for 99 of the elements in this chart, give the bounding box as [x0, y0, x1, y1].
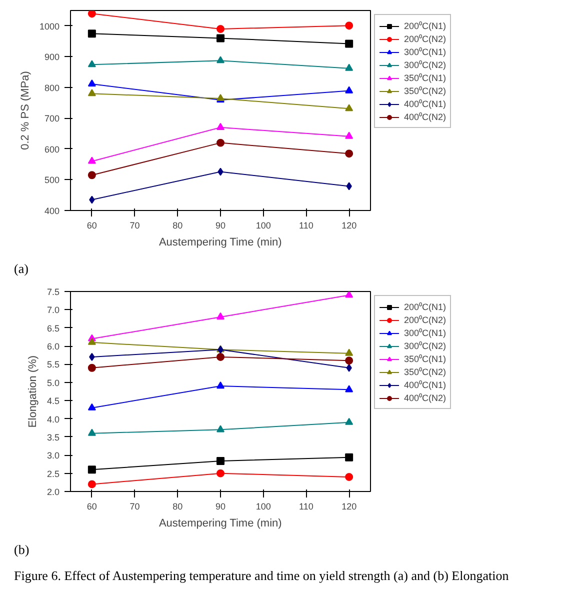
- y-tick-label: 5.5: [46, 360, 60, 370]
- point: [346, 182, 352, 190]
- x-tick-label: 110: [299, 220, 314, 230]
- point: [345, 40, 354, 48]
- point: [345, 348, 354, 356]
- x-tick-label: 80: [172, 502, 183, 512]
- point: [345, 418, 354, 425]
- point: [345, 86, 354, 94]
- legend-label: 300⁰C(N2): [404, 59, 446, 71]
- y-tick-label: 7.0: [46, 305, 60, 316]
- legend-label: 200⁰C(N1): [404, 301, 446, 313]
- y-tick-label: 600: [44, 144, 60, 154]
- y-axis-title: 0.2 % PS (MPa): [19, 71, 32, 150]
- point: [216, 425, 224, 432]
- x-tick-label: 70: [130, 502, 140, 512]
- legend-label: 400⁰C(N2): [404, 392, 446, 404]
- x-tick-label: 70: [130, 220, 140, 230]
- point: [89, 196, 95, 204]
- legend-label: 200⁰C(N2): [404, 33, 446, 45]
- point: [88, 364, 96, 372]
- y-tick-label: 3.0: [46, 450, 60, 461]
- point: [345, 356, 354, 365]
- y-tick-label: 700: [44, 114, 60, 124]
- point: [345, 64, 354, 71]
- point: [88, 156, 96, 164]
- x-tick-label: 90: [215, 502, 226, 512]
- point: [88, 89, 96, 96]
- point: [88, 403, 96, 410]
- y-tick-label: 800: [44, 82, 60, 93]
- text: (b): [14, 541, 30, 559]
- point: [88, 338, 96, 345]
- caption: Figure 6. Effect of Austempering temperature and time on yield strength (a) and (b) Elongation: [14, 567, 509, 585]
- y-tick-label: 3.5: [46, 432, 60, 442]
- point: [88, 171, 96, 180]
- point: [216, 382, 224, 389]
- x-tick-label: 100: [256, 502, 271, 512]
- x-axis-title: Austempering Time (min): [158, 518, 282, 530]
- y-tick-label: 500: [44, 175, 60, 186]
- y-tick-label: 400: [44, 206, 60, 216]
- point: [345, 22, 354, 30]
- y-tick-label: 5.0: [46, 378, 60, 388]
- y-tick-label: 4.0: [46, 414, 60, 424]
- y-axis-title: Elongation (%): [26, 355, 39, 428]
- legend-label: 350⁰C(N1): [404, 353, 446, 365]
- x-tick-label: 80: [172, 220, 183, 230]
- point: [216, 34, 224, 42]
- point: [88, 10, 96, 18]
- legend-label: 300⁰C(N2): [404, 340, 446, 352]
- y-tick-label: 4.5: [46, 396, 60, 406]
- y-tick-label: 2.0: [46, 487, 60, 497]
- y-tick-label: 6.5: [46, 323, 60, 334]
- y-tick-label: 7.5: [46, 287, 60, 297]
- point: [345, 385, 354, 392]
- legend-label: 400⁰C(N2): [404, 111, 446, 123]
- x-tick-label: 60: [86, 502, 97, 512]
- point: [346, 364, 352, 372]
- x-tick-label: 120: [342, 220, 357, 230]
- y-tick-label: 6.0: [46, 342, 60, 352]
- point: [216, 456, 224, 465]
- point: [345, 104, 354, 112]
- point: [88, 79, 96, 87]
- point: [345, 150, 354, 158]
- x-tick-label: 60: [86, 220, 97, 230]
- legend-label: 400⁰C(N1): [404, 379, 446, 391]
- legend-label: 400⁰C(N1): [404, 98, 446, 110]
- point: [345, 132, 354, 139]
- legend-label: 350⁰C(N1): [404, 72, 446, 84]
- x-axis-title: Austempering Time (min): [158, 236, 282, 248]
- legend-label: 300⁰C(N1): [404, 46, 446, 58]
- x-tick-label: 120: [342, 502, 357, 512]
- point: [216, 122, 224, 130]
- point: [345, 472, 354, 481]
- legend-label: 350⁰C(N2): [404, 85, 446, 97]
- y-tick-label: 1000: [39, 21, 60, 32]
- y-tick-label: 900: [44, 52, 60, 62]
- point: [345, 292, 354, 298]
- point: [88, 480, 96, 488]
- legend-label: 300⁰C(N1): [404, 327, 446, 339]
- legend-label: 200⁰C(N2): [404, 314, 446, 326]
- x-tick-label: 90: [215, 220, 226, 230]
- text: (a): [14, 260, 28, 278]
- point: [88, 428, 96, 436]
- x-tick-label: 110: [299, 502, 314, 512]
- point: [216, 138, 224, 147]
- point: [216, 469, 224, 478]
- point: [216, 24, 224, 33]
- point: [216, 56, 224, 64]
- legend-label: 350⁰C(N2): [404, 366, 446, 378]
- point: [216, 352, 224, 361]
- point: [88, 30, 96, 38]
- point: [89, 352, 95, 361]
- point: [218, 168, 224, 176]
- point: [216, 312, 224, 320]
- y-tick-label: 2.5: [46, 468, 60, 479]
- point: [88, 60, 96, 68]
- legend-label: 200⁰C(N1): [404, 20, 446, 32]
- point: [345, 453, 354, 462]
- x-tick-label: 100: [256, 220, 271, 230]
- point: [88, 466, 96, 474]
